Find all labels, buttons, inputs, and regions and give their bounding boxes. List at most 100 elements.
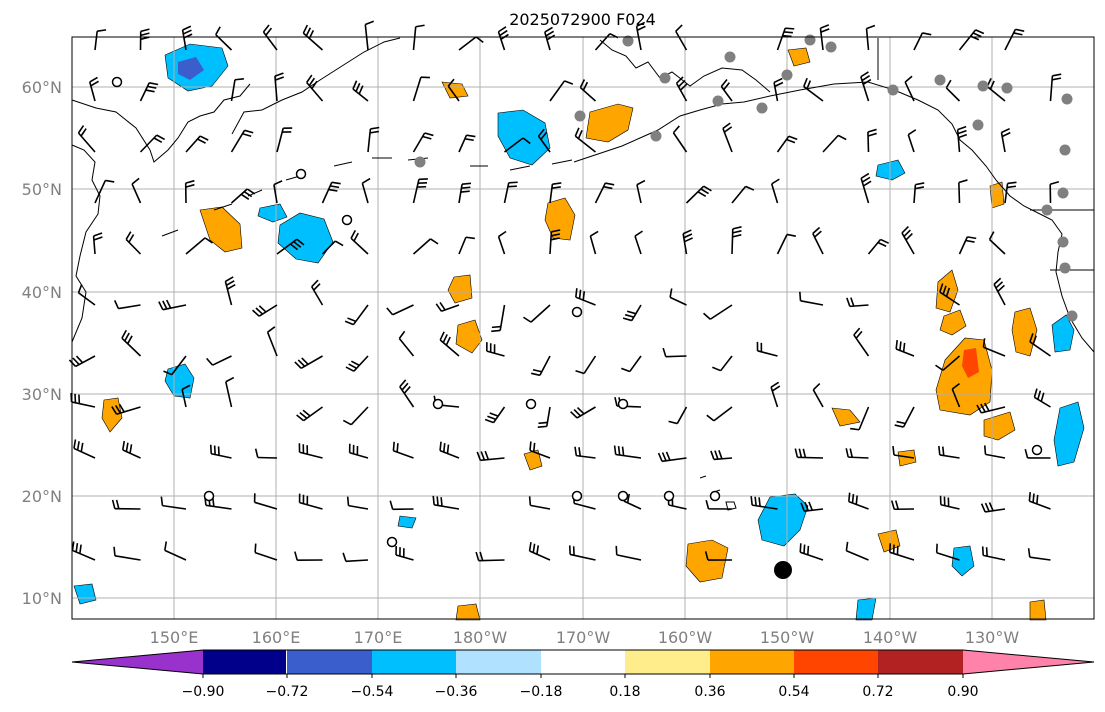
- wind-barb: [111, 499, 141, 510]
- observation-station-dot: [934, 74, 946, 86]
- wind-barb: [574, 446, 596, 459]
- positive-anomaly-patch: [523, 449, 543, 471]
- kamchatka-coastline: [71, 83, 251, 163]
- wind-barb: [1028, 492, 1051, 510]
- negative-anomaly-patch: [855, 597, 877, 621]
- colorbar-max-extension: [963, 650, 1094, 674]
- positive-anomaly-patch: [455, 603, 481, 621]
- wind-barb: [575, 288, 596, 306]
- wind-barb: [756, 341, 778, 357]
- wind-barb: [672, 125, 688, 153]
- map-title: 2025072900 F024: [509, 10, 656, 29]
- wind-barb: [720, 78, 733, 102]
- wind-barb: [1027, 548, 1051, 561]
- graticule: [72, 37, 1094, 619]
- longitude-label: 150°E: [150, 628, 199, 647]
- longitude-labels: 150°E 160°E 170°E 180°W 170°W 160°W 150°W 140°W…: [150, 628, 1020, 647]
- wind-barb: [439, 331, 460, 357]
- observation-station-dot: [804, 34, 816, 46]
- calm-wind-circle: [386, 536, 398, 548]
- wind-barb: [523, 304, 551, 323]
- wind-barb: [822, 134, 847, 153]
- wind-barb: [439, 441, 460, 459]
- wind-barb: [395, 545, 414, 561]
- wind-barb: [895, 339, 915, 357]
- wind-barb: [447, 78, 460, 102]
- longitude-label: 170°W: [556, 628, 611, 647]
- wind-barb: [412, 178, 428, 204]
- wind-barb: [594, 32, 619, 51]
- wind-barb: [254, 448, 278, 459]
- wind-barb: [73, 439, 96, 459]
- wind-barb: [800, 501, 824, 512]
- colorbar-tick-label: 0.54: [778, 684, 809, 700]
- wind-barb: [484, 406, 506, 424]
- negative-anomaly-patch: [757, 493, 809, 547]
- colorbar-tick-label: 0.18: [609, 684, 640, 700]
- positive-anomaly-patch: [935, 269, 959, 313]
- wind-barb: [731, 226, 742, 255]
- wind-barb: [139, 28, 150, 51]
- longitude-label: 160°W: [658, 628, 713, 647]
- wind-barb: [773, 77, 784, 102]
- wind-barb: [94, 29, 107, 51]
- wind-barb: [901, 226, 915, 255]
- wind-barb: [253, 493, 278, 510]
- calm-wind-circle: [203, 490, 215, 502]
- positive-anomaly-patch: [101, 397, 123, 433]
- wind-barb: [361, 177, 371, 204]
- calm-wind-circle: [525, 398, 537, 410]
- colorbar-segment: [541, 650, 625, 674]
- wind-barb: [675, 24, 688, 51]
- wind-barb: [1004, 181, 1017, 204]
- calm-wind-circle: [295, 168, 307, 180]
- wind-barb: [613, 445, 642, 459]
- wind-barb: [503, 181, 518, 204]
- wind-barb: [528, 542, 551, 561]
- wind-barb: [939, 283, 960, 306]
- wind-barb: [435, 302, 460, 312]
- wind-barb: [892, 445, 915, 459]
- wind-barb: [504, 137, 531, 153]
- observation-station-dot: [1059, 262, 1071, 274]
- wind-barb: [215, 26, 233, 51]
- wind-barb: [537, 406, 551, 429]
- observation-station-dot: [887, 84, 899, 96]
- wind-barb: [491, 304, 506, 333]
- observation-station-dot: [1057, 187, 1069, 199]
- wind-barb: [71, 541, 96, 561]
- wind-barb: [976, 402, 1006, 414]
- wind-barb: [497, 26, 509, 51]
- observation-station-dot: [650, 130, 662, 142]
- wind-barb: [497, 230, 507, 255]
- wind-barb: [476, 450, 505, 462]
- wind-barb: [570, 406, 596, 419]
- calm-wind-circle: [571, 306, 583, 318]
- wind-barb: [475, 551, 505, 562]
- positive-anomaly-patch: [199, 206, 243, 253]
- wind-barb: [589, 230, 599, 255]
- observation-station-dot: [659, 72, 671, 84]
- wind-barb: [321, 240, 344, 255]
- positive-anomaly-patch: [897, 449, 917, 467]
- observation-station-dot: [1057, 236, 1069, 248]
- longitude-label: 130°W: [965, 628, 1020, 647]
- wind-barb: [342, 552, 369, 563]
- wind-barb: [579, 79, 597, 102]
- wind-barb: [1029, 333, 1051, 357]
- negative-anomaly-patch: [257, 203, 288, 223]
- wind-barb: [675, 76, 688, 102]
- asia-coastline: [71, 144, 101, 343]
- wind-barb: [776, 233, 796, 255]
- wind-barb: [956, 125, 968, 153]
- wind-barb: [889, 543, 915, 561]
- wind-barb: [225, 376, 235, 408]
- wind-barb: [350, 230, 369, 255]
- positive-anomaly-patch: [787, 47, 811, 67]
- wind-barb: [458, 182, 472, 204]
- wind-barb: [958, 236, 977, 255]
- wind-barb: [819, 24, 830, 51]
- wind-barb: [367, 126, 380, 153]
- wind-barb: [185, 135, 209, 153]
